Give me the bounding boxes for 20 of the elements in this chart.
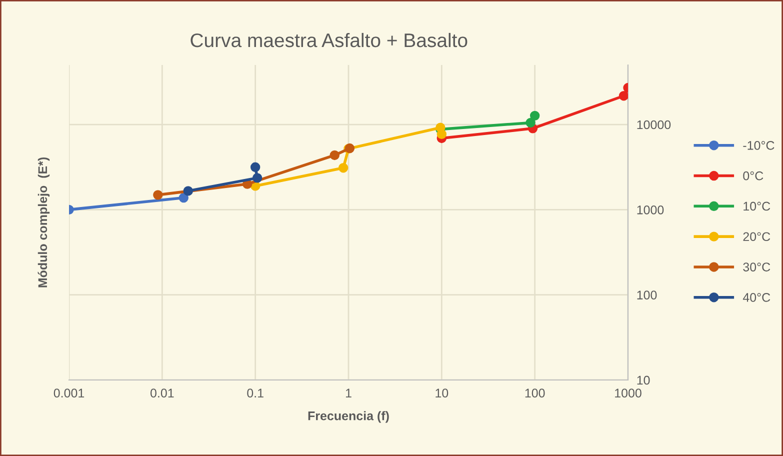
x-tick-label: 0.001 (54, 388, 84, 398)
x-tick-label: 10 (436, 388, 448, 398)
x-tick-label: 0.01 (150, 388, 174, 398)
x-tick-label: 100 (525, 388, 545, 398)
y-tick-label: 100 (637, 290, 657, 300)
x-tick-label: 1000 (615, 388, 642, 398)
legend-label: -10°C (743, 141, 774, 150)
y-axis-title: Módulo complejo (E*) (38, 157, 50, 288)
y-tick-label: 10000 (637, 120, 671, 130)
legend-label: 30°C (743, 262, 770, 272)
x-axis-title: Frecuencia (f) (308, 411, 389, 423)
legend-label: 0°C (743, 171, 764, 180)
legend-label: 10°C (744, 202, 770, 211)
y-tick-label: 1000 (637, 205, 664, 214)
legend-label: 40°C (742, 293, 770, 302)
y-tick-label: 10 (637, 376, 650, 385)
legend-label: 20°C (743, 232, 770, 242)
x-tick-label: 0.1 (247, 388, 264, 398)
chart-title: Curva maestra Asfalto + Basalto (190, 32, 468, 48)
x-tick-label: 1 (346, 388, 352, 398)
